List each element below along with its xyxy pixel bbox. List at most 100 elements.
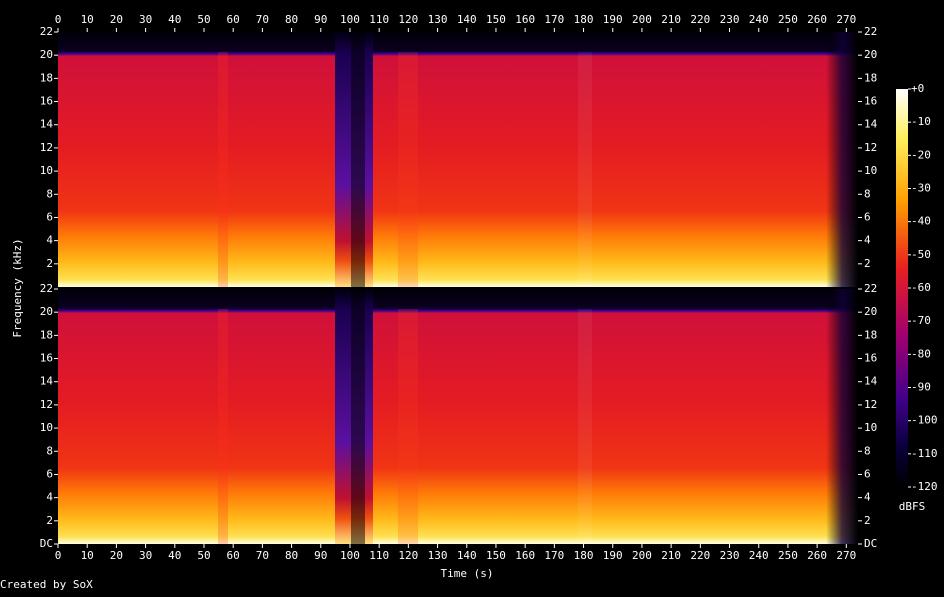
x-tick-label-bottom: 110 — [369, 549, 389, 562]
colorbar-tick-label: -120 — [911, 480, 938, 493]
x-tick-label-top: 60 — [227, 13, 240, 26]
y-tick-label-right: 10 — [864, 421, 877, 434]
y-tick-label-right: 12 — [864, 141, 877, 154]
y-tick-label-right: 14 — [864, 118, 878, 131]
x-tick-label-top: 40 — [168, 13, 181, 26]
x-tick-label-bottom: 180 — [574, 549, 594, 562]
x-tick-label-top: 120 — [398, 13, 418, 26]
y-tick-label-left: 10 — [40, 164, 53, 177]
y-tick-label-right: 2 — [864, 257, 871, 270]
y-tick-label-left: 16 — [40, 95, 53, 108]
y-tick-label-left: 18 — [40, 71, 53, 84]
y-tick-label-right: 6 — [864, 467, 871, 480]
x-tick-label-bottom: 10 — [81, 549, 94, 562]
x-tick-label-top: 160 — [515, 13, 535, 26]
y-tick-label-right: 22 — [864, 25, 877, 38]
x-tick-label-bottom: 30 — [139, 549, 152, 562]
y-tick-label-right: 4 — [864, 491, 871, 504]
x-tick-label-top: 80 — [285, 13, 298, 26]
x-tick-label-top: 170 — [544, 13, 564, 26]
x-tick-label-bottom: 250 — [778, 549, 798, 562]
y-tick-label-left: 14 — [40, 375, 54, 388]
x-tick-label-top: 110 — [369, 13, 389, 26]
x-tick-label-top: 50 — [197, 13, 210, 26]
spectrogram-channel-2 — [58, 289, 858, 544]
x-tick-label-top: 250 — [778, 13, 798, 26]
x-tick-label-bottom: 20 — [110, 549, 123, 562]
x-tick-label-top: 210 — [661, 13, 681, 26]
x-tick-label-top: 220 — [690, 13, 710, 26]
y-tick-label-left: 16 — [40, 352, 53, 365]
y-tick-label-right: 18 — [864, 328, 877, 341]
x-tick-label-top: 270 — [836, 13, 856, 26]
x-tick-label-bottom: 0 — [55, 549, 62, 562]
colorbar-label: dBFS — [899, 500, 926, 513]
y-tick-label-right: 14 — [864, 375, 878, 388]
x-tick-label-top: 230 — [720, 13, 740, 26]
y-tick-label-left: 2 — [46, 257, 53, 270]
y-tick-label-right: 8 — [864, 187, 871, 200]
x-tick-label-bottom: 240 — [749, 549, 769, 562]
colorbar-tick-label: -30 — [911, 182, 931, 195]
colorbar-tick-label: -60 — [911, 281, 931, 294]
x-tick-label-top: 30 — [139, 13, 152, 26]
x-tick-label-top: 130 — [428, 13, 448, 26]
x-tick-label-bottom: 170 — [544, 549, 564, 562]
colorbar-tick-label: -70 — [911, 314, 931, 327]
y-tick-label-left: 18 — [40, 328, 53, 341]
colorbar-tick-label: -10 — [911, 115, 931, 128]
credit: Created by SoX — [0, 578, 93, 591]
y-tick-label-left: 6 — [46, 467, 53, 480]
x-axis-label: Time (s) — [441, 567, 494, 580]
x-tick-label-bottom: 210 — [661, 549, 681, 562]
x-tick-label-bottom: 220 — [690, 549, 710, 562]
x-tick-label-bottom: 70 — [256, 549, 269, 562]
spectrogram-channel-1 — [58, 32, 858, 287]
y-tick-label-right: 16 — [864, 95, 877, 108]
y-tick-label-left: 12 — [40, 398, 53, 411]
x-tick-label-bottom: 260 — [807, 549, 827, 562]
x-tick-label-top: 200 — [632, 13, 652, 26]
x-tick-label-bottom: 190 — [603, 549, 623, 562]
x-tick-label-top: 90 — [314, 13, 327, 26]
colorbar-tick-label: -20 — [911, 148, 931, 161]
x-tick-label-bottom: 40 — [168, 549, 181, 562]
x-tick-label-top: 20 — [110, 13, 123, 26]
x-tick-label-bottom: 120 — [398, 549, 418, 562]
colorbar-tick-label: -40 — [911, 215, 931, 228]
x-tick-label-top: 10 — [81, 13, 94, 26]
x-tick-label-top: 70 — [256, 13, 269, 26]
y-tick-label-right: 20 — [864, 305, 877, 318]
y-tick-label-left: 8 — [46, 187, 53, 200]
colorbar-tick-label: -110 — [911, 447, 938, 460]
y-tick-label-left: 10 — [40, 421, 53, 434]
y-tick-label-left: 4 — [46, 234, 53, 247]
y-axis-label: Frequency (kHz) — [11, 238, 24, 337]
y-tick-label-right: DC — [864, 537, 877, 550]
y-tick-label-right: 16 — [864, 352, 877, 365]
x-tick-label-bottom: 80 — [285, 549, 298, 562]
y-tick-label-left: 8 — [46, 444, 53, 457]
x-tick-label-bottom: 230 — [720, 549, 740, 562]
x-tick-label-bottom: 150 — [486, 549, 506, 562]
y-tick-label-left: 6 — [46, 210, 53, 223]
x-tick-label-top: 150 — [486, 13, 506, 26]
x-tick-label-bottom: 60 — [227, 549, 240, 562]
y-tick-label-left: DC — [40, 537, 53, 550]
x-tick-label-bottom: 140 — [457, 549, 477, 562]
y-tick-label-left: 14 — [40, 118, 54, 131]
colorbar — [896, 89, 908, 487]
x-tick-label-top: 0 — [55, 13, 62, 26]
colorbar-tick-label: -50 — [911, 248, 931, 261]
x-tick-label-bottom: 50 — [197, 549, 210, 562]
colorbar-tick-label: -80 — [911, 347, 931, 360]
y-tick-label-right: 6 — [864, 210, 871, 223]
y-tick-label-right: 10 — [864, 164, 877, 177]
y-tick-label-right: 20 — [864, 48, 877, 61]
y-tick-label-right: 12 — [864, 398, 877, 411]
colorbar-tick-label: -90 — [911, 381, 931, 394]
colorbar-tick-label: -100 — [911, 414, 938, 427]
x-tick-label-bottom: 130 — [428, 549, 448, 562]
y-tick-label-left: 4 — [46, 491, 53, 504]
